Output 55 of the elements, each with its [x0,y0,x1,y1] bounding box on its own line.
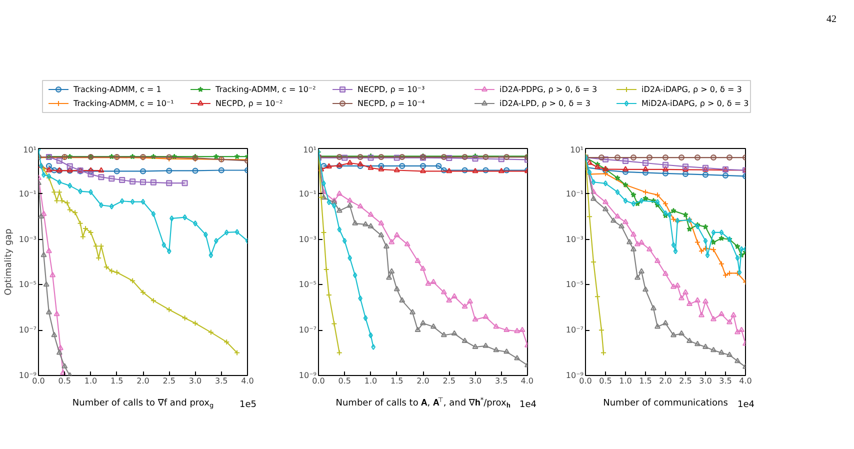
y-tick-label: 10⁻⁵ [18,280,36,290]
legend-label: Tracking-ADMM, c = 10⁻² [214,85,316,94]
text: 1e4 [520,400,537,410]
legend-label: Tracking-ADMM, c = 10⁻¹ [72,99,174,108]
text: 42 [826,14,836,25]
y-tick-label: 10⁻³ [18,234,36,244]
y-tick-label: 10¹ [23,146,37,154]
x-tick-label: 4.0 [739,376,752,386]
legend-label: NECPD, ρ = 10⁻⁴ [358,99,425,108]
y-tick-label: 10¹ [570,146,584,154]
x-tick-label: 3.5 [495,376,508,386]
x-tick-label: 1.0 [364,376,378,386]
x-tick-label: 4.0 [520,376,534,386]
x-tick-label: 4.0 [241,376,254,386]
legend-label: NECPD, ρ = 10⁻³ [358,85,425,94]
legend-label: Tracking-ADMM, c = 1 [72,85,162,94]
x-tick-label: 1.5 [390,376,404,386]
y-tick-label: 10⁻³ [298,234,316,244]
x-tick-label: 1.5 [639,376,652,386]
x-tick-label: 3.0 [468,376,482,386]
legend-label: MiD2A-iDAPG, ρ > 0, δ = 3 [642,99,749,108]
text: 1e4 [738,400,755,410]
y-tick-label: 10⁻¹ [18,189,36,198]
x-tick-label: 3.5 [215,376,228,386]
y-tick-label: 10⁻¹ [298,189,316,198]
x-axis-title: Number of communications [603,398,728,408]
x-tick-label: 0.5 [599,376,612,386]
x-tick-label: 0.5 [58,376,71,386]
x-tick-label: 1.0 [619,376,632,386]
y-tick-label: 10⁻⁷ [298,326,316,335]
x-tick-label: 2.5 [442,376,456,386]
x-tick-label: 0.5 [338,376,351,386]
y-tick-label: 10¹ [303,146,317,154]
y-axis-title: Optimality gap [4,228,14,296]
text: 1e5 [240,400,257,410]
x-tick-label: 1.0 [84,376,98,386]
y-tick-label: 10⁻⁷ [18,326,36,335]
y-tick-label: 10⁻⁵ [566,280,584,290]
y-tick-label: 10⁻⁵ [298,280,316,290]
x-tick-label: 1.5 [110,376,124,386]
x-tick-label: 3.0 [699,376,712,386]
x-tick-label: 2.0 [659,376,672,386]
legend-label: iD2A-LPD, ρ > 0, δ = 3 [500,99,590,108]
x-tick-label: 3.5 [719,376,732,386]
y-tick-label: 10⁻³ [566,234,584,244]
x-tick-label: 2.5 [162,376,176,386]
y-tick-label: 10⁻¹ [566,189,584,198]
x-tick-label: 3.0 [188,376,202,386]
x-tick-label: 2.0 [136,376,150,386]
x-tick-label: 2.5 [679,376,692,386]
legend-label: iD2A-PDPG, ρ > 0, δ = 3 [500,85,598,94]
y-tick-label: 10⁻⁷ [566,326,584,335]
legend-label: NECPD, ρ = 10⁻² [216,99,283,108]
x-tick-label: 2.0 [416,376,430,386]
legend-label: iD2A-iDAPG, ρ > 0, δ = 3 [642,85,742,94]
